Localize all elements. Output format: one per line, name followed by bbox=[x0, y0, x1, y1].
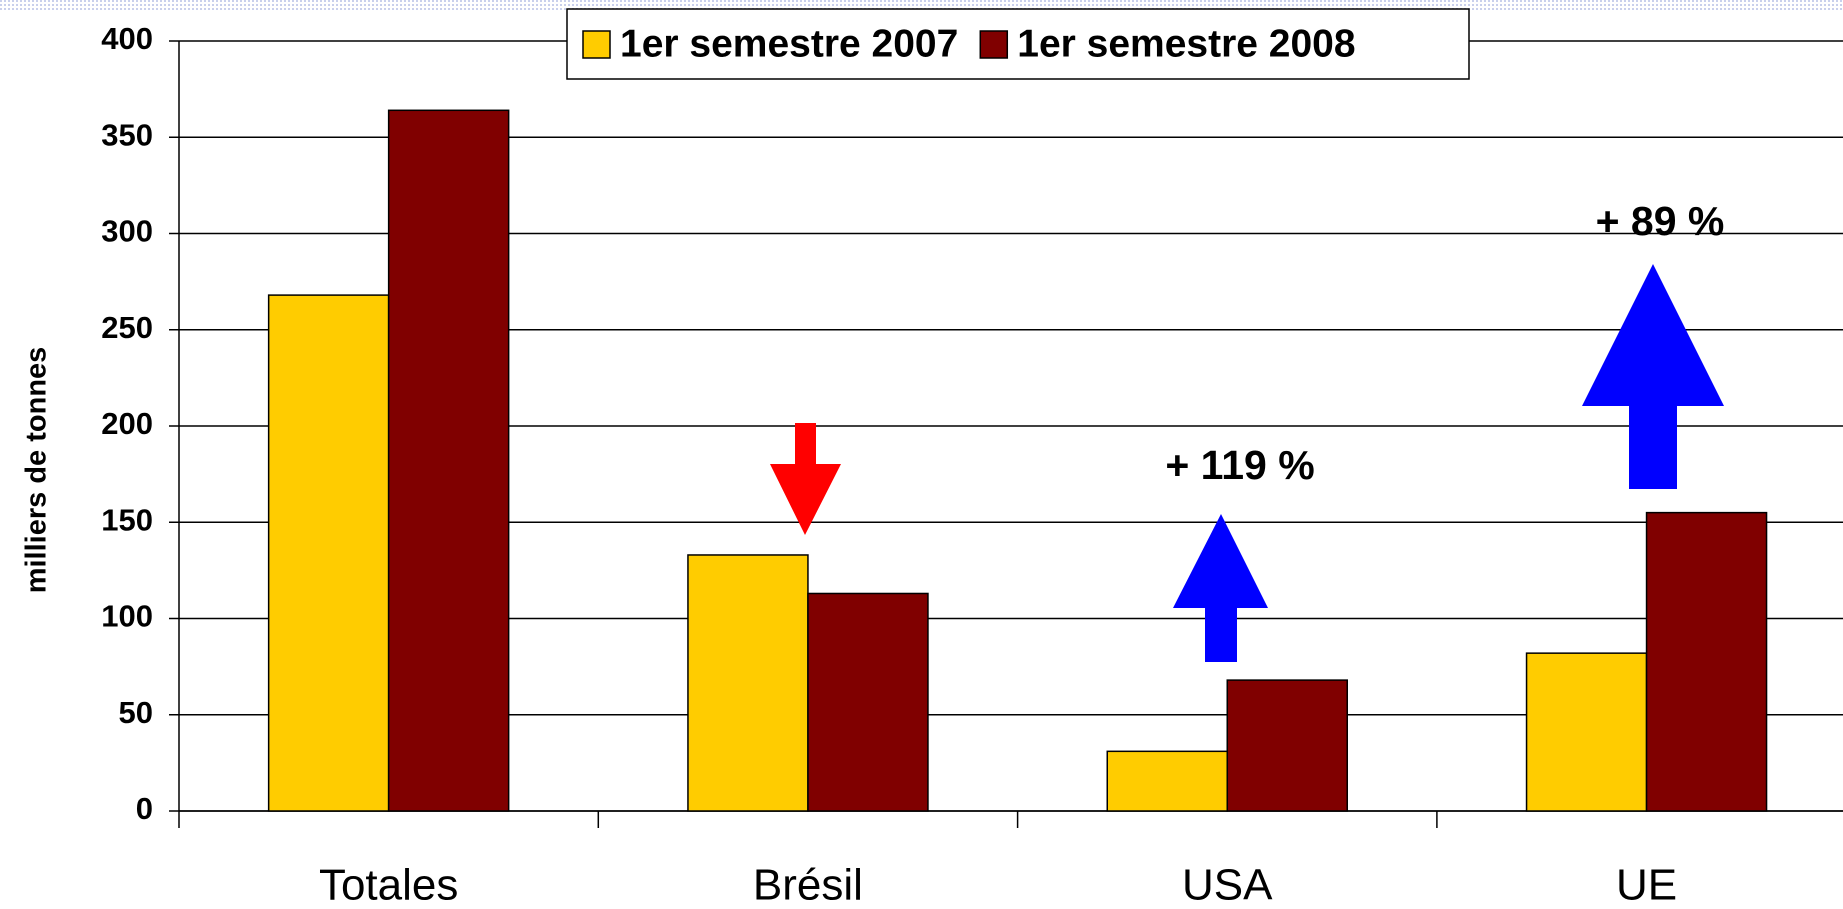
y-tick-label: 150 bbox=[101, 502, 153, 537]
x-tick-label: USA bbox=[1182, 861, 1273, 909]
bar bbox=[807, 592, 929, 812]
y-tick-label: 100 bbox=[101, 599, 153, 634]
legend-box bbox=[566, 8, 1470, 80]
legend-label: 1er semestre 2007 bbox=[620, 22, 958, 65]
y-tick-label: 350 bbox=[101, 117, 153, 152]
legend-swatch bbox=[582, 30, 611, 59]
bar bbox=[1645, 511, 1768, 812]
y-tick-label: 300 bbox=[101, 214, 153, 249]
bar bbox=[1106, 750, 1228, 812]
y-tick-label: 50 bbox=[119, 695, 153, 730]
bar bbox=[1226, 679, 1348, 812]
legend-swatch bbox=[979, 30, 1009, 59]
y-tick-label: 250 bbox=[101, 310, 153, 345]
y-tick-label: 0 bbox=[136, 791, 153, 826]
bar bbox=[1525, 652, 1648, 812]
x-tick-label: UE bbox=[1616, 861, 1677, 909]
y-tick-label: 400 bbox=[101, 21, 153, 56]
x-tick-label: Brésil bbox=[753, 861, 863, 909]
annotation: + 119 % bbox=[1165, 442, 1314, 488]
y-tick-label: 200 bbox=[101, 406, 153, 441]
y-axis-label: milliers de tonnes bbox=[21, 347, 53, 594]
up-arrow bbox=[1582, 264, 1724, 489]
up-arrow bbox=[1173, 514, 1268, 662]
bar bbox=[687, 554, 809, 812]
bar bbox=[387, 109, 510, 812]
legend: 1er semestre 2007 1er semestre 2008 bbox=[566, 8, 1470, 80]
down-arrow bbox=[770, 423, 841, 535]
arrows bbox=[770, 264, 1724, 662]
annotation: + 89 % bbox=[1596, 198, 1725, 244]
legend-label: 1er semestre 2008 bbox=[1017, 22, 1355, 65]
x-tick-label: Totales bbox=[319, 861, 458, 909]
bar bbox=[267, 294, 390, 812]
